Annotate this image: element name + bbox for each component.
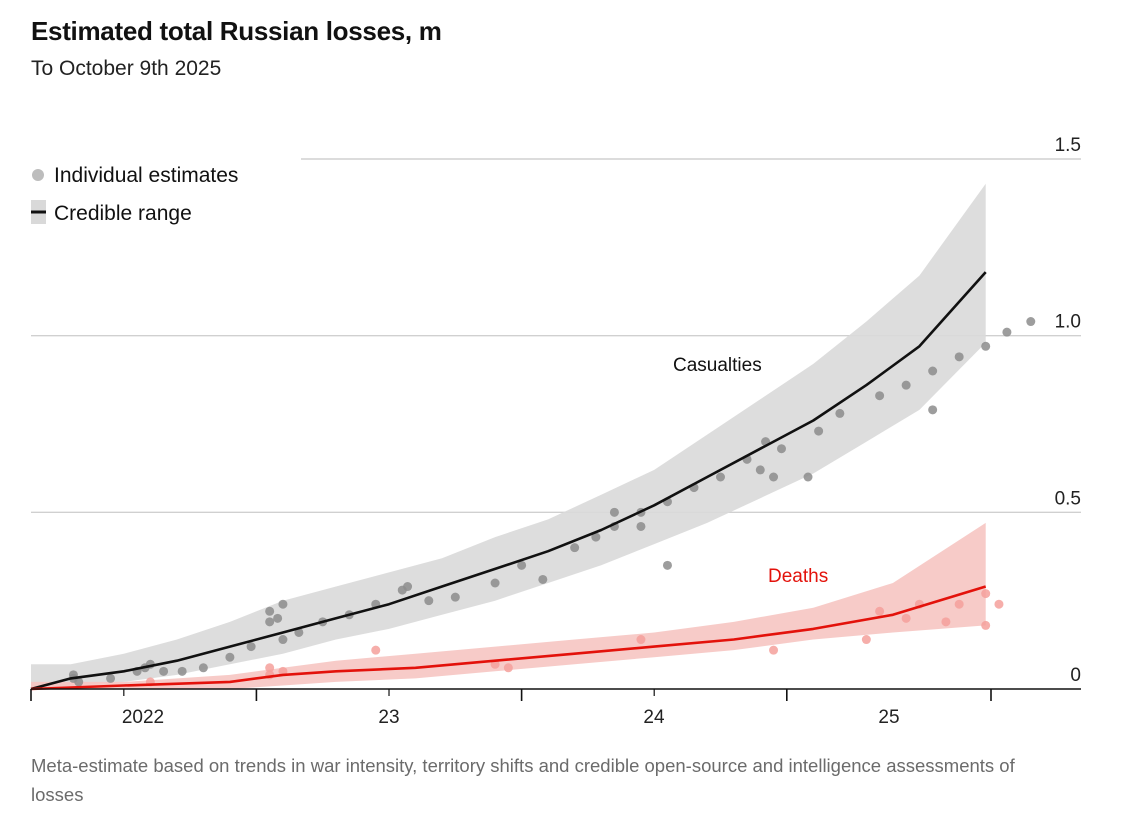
casualties-estimate-point xyxy=(901,380,911,390)
y-tick-label: 0.5 xyxy=(1055,488,1081,509)
casualties-estimate-point xyxy=(769,472,779,482)
series-label-casualties: Casualties xyxy=(673,355,762,376)
casualties-estimate-point xyxy=(928,366,938,376)
casualties-estimate-point xyxy=(278,635,288,645)
deaths-credible-band xyxy=(31,522,986,689)
legend: Individual estimates Credible range xyxy=(31,164,238,225)
casualties-estimate-point xyxy=(954,352,964,362)
legend-label-range: Credible range xyxy=(54,202,192,225)
series-label-deaths: Deaths xyxy=(768,566,828,587)
casualties-estimate-point xyxy=(716,472,726,482)
legend-label-estimates: Individual estimates xyxy=(54,164,238,187)
deaths-estimate-point xyxy=(636,635,646,645)
deaths-estimate-point xyxy=(994,599,1004,609)
chart-title: Estimated total Russian losses, m xyxy=(31,16,442,46)
casualties-estimate-point xyxy=(246,642,256,652)
casualties-estimate-point xyxy=(776,444,786,454)
deaths-estimate-point xyxy=(769,645,779,655)
deaths-central-line xyxy=(30,585,987,691)
deaths-estimate-point xyxy=(954,599,964,609)
chart-footnote: Meta-estimate based on trends in war int… xyxy=(31,755,1015,805)
casualties-estimate-point xyxy=(159,666,169,676)
casualties-estimate-point xyxy=(981,341,991,351)
line-layer xyxy=(30,271,987,691)
casualties-estimate-point xyxy=(450,592,460,602)
casualties-estimate-point xyxy=(278,599,288,609)
casualties-central-line xyxy=(30,271,987,691)
x-tick-label: 24 xyxy=(643,707,665,728)
casualties-estimate-point xyxy=(814,426,824,436)
casualties-estimate-point xyxy=(273,613,283,623)
deaths-estimate-point xyxy=(503,663,513,673)
casualties-estimate-point xyxy=(538,574,548,584)
deaths-estimate-point xyxy=(981,620,991,630)
casualties-estimate-point xyxy=(803,472,813,482)
casualties-estimate-point xyxy=(265,606,275,616)
casualties-credible-band xyxy=(31,183,986,689)
deaths-estimate-point xyxy=(371,645,381,655)
band-layer xyxy=(31,183,986,689)
casualties-estimate-point xyxy=(294,627,304,637)
casualties-estimate-point xyxy=(424,596,434,606)
label-layer: 0 0.5 1.0 1.5 2022 23 24 25 Casualties Deaths xyxy=(122,135,1081,728)
casualties-estimate-point xyxy=(591,532,601,542)
casualties-estimate-point xyxy=(1026,317,1036,327)
casualties-estimate-point xyxy=(74,677,84,687)
casualties-estimate-point xyxy=(403,582,413,592)
casualties-estimate-point xyxy=(928,405,938,415)
casualties-estimate-point xyxy=(265,617,275,627)
deaths-estimate-point xyxy=(981,589,991,599)
legend-dot-icon xyxy=(32,169,44,181)
casualties-estimate-point xyxy=(177,666,187,676)
deaths-estimate-point xyxy=(901,613,911,623)
casualties-estimate-point xyxy=(636,521,646,531)
casualties-estimate-point xyxy=(1002,327,1012,337)
casualties-estimate-point xyxy=(490,578,500,588)
casualties-estimate-point xyxy=(570,543,580,553)
casualties-estimate-point xyxy=(517,560,527,570)
deaths-estimate-point xyxy=(265,663,275,673)
y-tick-label: 1.5 xyxy=(1055,135,1081,156)
casualties-estimate-point xyxy=(835,408,845,418)
axis-layer xyxy=(30,688,1081,701)
casualties-estimate-point xyxy=(755,465,765,475)
casualties-estimate-point xyxy=(875,391,885,401)
casualties-estimate-point xyxy=(609,507,619,517)
casualties-estimate-point xyxy=(106,673,116,683)
y-tick-label: 1.0 xyxy=(1055,312,1081,333)
casualties-estimate-point xyxy=(662,560,672,570)
casualties-estimate-point xyxy=(198,663,208,673)
deaths-estimate-point xyxy=(941,617,951,627)
casualties-estimate-point xyxy=(225,652,235,662)
x-tick-label: 25 xyxy=(878,707,899,728)
y-tick-label: 0 xyxy=(1070,665,1081,686)
deaths-estimate-point xyxy=(861,635,871,645)
deaths-estimate-point xyxy=(875,606,885,616)
x-tick-label: 2022 xyxy=(122,707,164,728)
x-tick-label: 23 xyxy=(378,707,399,728)
chart-subtitle: To October 9th 2025 xyxy=(31,57,222,80)
